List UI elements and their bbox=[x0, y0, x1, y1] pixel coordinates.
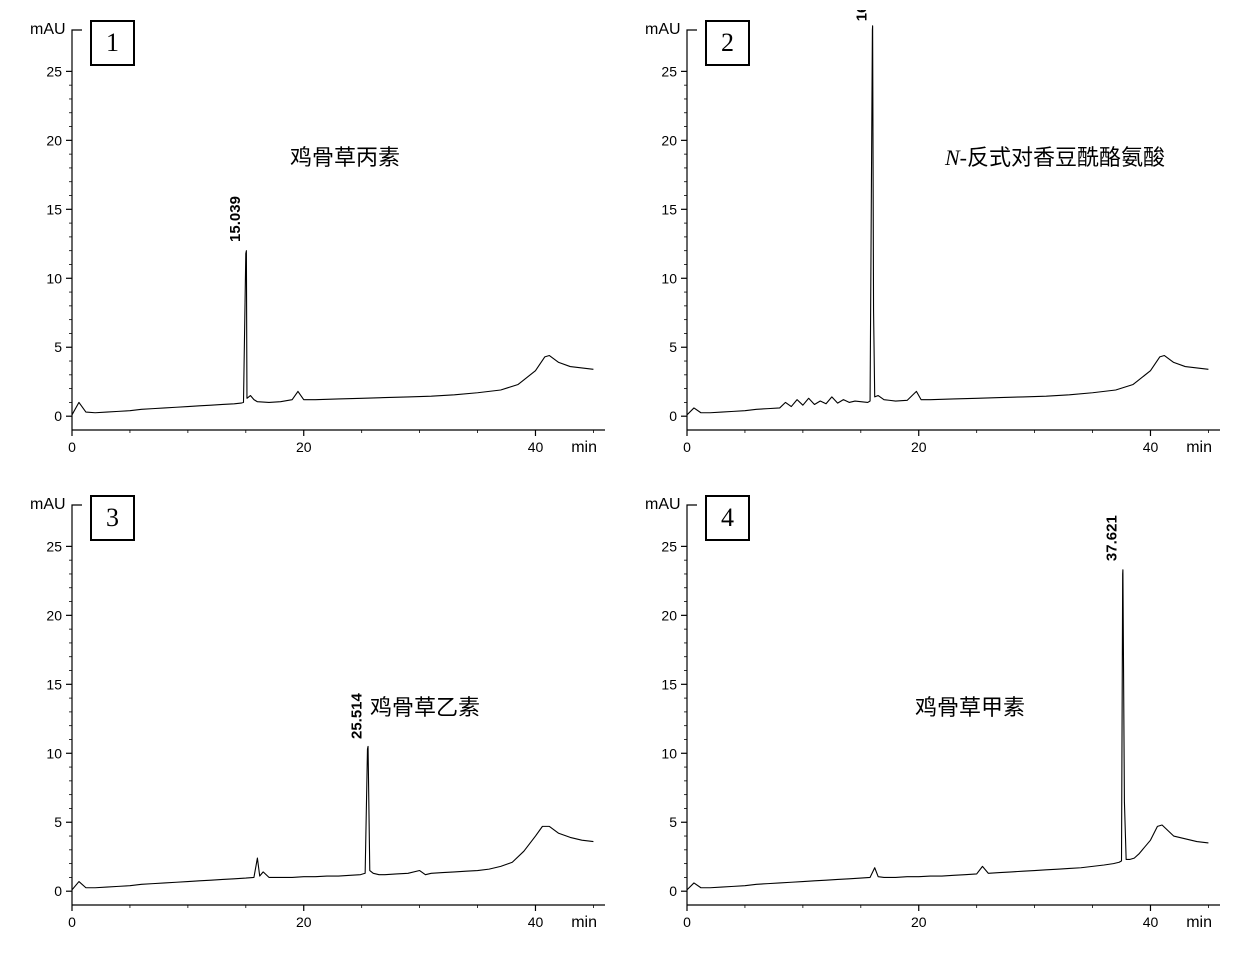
y-tick-label: 0 bbox=[669, 408, 677, 424]
panel-2: 0 5 10 15 20 25 0 20 40 mAU min 16.018 2 N-反式对香豆酰酪氨酸 bbox=[625, 10, 1230, 475]
y-tick-label: 15 bbox=[661, 201, 677, 217]
x-tick-label: 0 bbox=[68, 439, 76, 455]
panel-number: 2 bbox=[705, 20, 750, 66]
compound-label: 鸡骨草丙素 bbox=[290, 140, 400, 172]
y-axis bbox=[72, 30, 82, 430]
chart-grid: 051015202502040mAUmin15.0391鸡骨草丙素 051015… bbox=[10, 10, 1230, 950]
x-tick-label: 40 bbox=[1143, 439, 1159, 455]
x-tick-label: 20 bbox=[296, 439, 312, 455]
x-tick-label: 40 bbox=[1143, 914, 1159, 930]
y-tick-label: 0 bbox=[54, 408, 62, 424]
y-tick-label: 5 bbox=[669, 339, 677, 355]
y-axis-label: mAU bbox=[30, 21, 66, 38]
chromatogram-trace bbox=[687, 570, 1208, 890]
x-axis-label: min bbox=[571, 439, 597, 456]
x-tick-label: 40 bbox=[528, 914, 544, 930]
compound-label: 鸡骨草甲素 bbox=[915, 690, 1025, 722]
y-tick-label: 0 bbox=[669, 883, 677, 899]
y-tick-label: 5 bbox=[54, 339, 62, 355]
y-tick-label: 25 bbox=[661, 538, 677, 554]
y-axis bbox=[72, 505, 82, 905]
x-tick-label: 40 bbox=[528, 439, 544, 455]
y-axis bbox=[687, 505, 697, 905]
y-tick-label: 15 bbox=[46, 676, 62, 692]
chromatogram-svg: 0 5 10 15 20 25 0 20 40 mAU min 15.039 bbox=[10, 10, 615, 475]
x-tick-label: 0 bbox=[683, 439, 691, 455]
y-axis bbox=[687, 30, 697, 430]
x-tick-label: 20 bbox=[296, 914, 312, 930]
peak-retention-label: 16.018 bbox=[853, 10, 870, 21]
panel-number: 1 bbox=[90, 20, 135, 66]
peak-retention-label: 15.039 bbox=[227, 196, 244, 242]
y-tick-label: 5 bbox=[669, 814, 677, 830]
chromatogram-svg: 0 5 10 15 20 25 0 20 40 mAU min 25.514 bbox=[10, 485, 615, 950]
x-tick-label: 20 bbox=[911, 914, 927, 930]
compound-label: 鸡骨草乙素 bbox=[370, 690, 480, 722]
x-tick-label: 0 bbox=[683, 914, 691, 930]
y-tick-label: 20 bbox=[46, 607, 62, 623]
y-tick-label: 10 bbox=[46, 270, 62, 286]
y-tick-label: 20 bbox=[46, 132, 62, 148]
panel-1: 0 5 10 15 20 25 0 20 40 mAU min 15.039 1 鸡骨草丙素 bbox=[10, 10, 615, 475]
peak-retention-label: 25.514 bbox=[348, 692, 365, 739]
x-tick-label: 20 bbox=[911, 439, 927, 455]
y-tick-label: 0 bbox=[54, 883, 62, 899]
y-axis-label: mAU bbox=[645, 496, 681, 513]
panel-number: 4 bbox=[705, 495, 750, 541]
y-tick-label: 10 bbox=[661, 270, 677, 286]
panel-4: 0 5 10 15 20 25 0 20 40 mAU min 37.621 4 鸡骨草甲素 bbox=[625, 485, 1230, 950]
y-tick-label: 5 bbox=[54, 814, 62, 830]
y-tick-label: 25 bbox=[46, 538, 62, 554]
x-tick-label: 0 bbox=[68, 914, 76, 930]
x-axis-label: min bbox=[1186, 439, 1212, 456]
panel-3: 0 5 10 15 20 25 0 20 40 mAU min 25.514 3 鸡骨草乙素 bbox=[10, 485, 615, 950]
y-tick-label: 10 bbox=[46, 745, 62, 761]
y-tick-label: 15 bbox=[46, 201, 62, 217]
y-tick-label: 20 bbox=[661, 607, 677, 623]
y-axis-label: mAU bbox=[645, 21, 681, 38]
chromatogram-trace bbox=[72, 746, 593, 889]
y-tick-label: 15 bbox=[661, 676, 677, 692]
y-tick-label: 20 bbox=[661, 132, 677, 148]
compound-label: N-反式对香豆酰酪氨酸 bbox=[945, 140, 1165, 172]
y-tick-label: 25 bbox=[661, 63, 677, 79]
x-axis-label: min bbox=[571, 914, 597, 931]
peak-retention-label: 37.621 bbox=[1104, 515, 1121, 561]
chromatogram-svg: 0 5 10 15 20 25 0 20 40 mAU min 16.018 bbox=[625, 10, 1230, 475]
chromatogram-trace bbox=[72, 251, 593, 415]
panel-number: 3 bbox=[90, 495, 135, 541]
x-axis-label: min bbox=[1186, 914, 1212, 931]
y-axis-label: mAU bbox=[30, 496, 66, 513]
y-tick-label: 10 bbox=[661, 745, 677, 761]
chromatogram-trace bbox=[687, 26, 1208, 415]
y-tick-label: 25 bbox=[46, 63, 62, 79]
